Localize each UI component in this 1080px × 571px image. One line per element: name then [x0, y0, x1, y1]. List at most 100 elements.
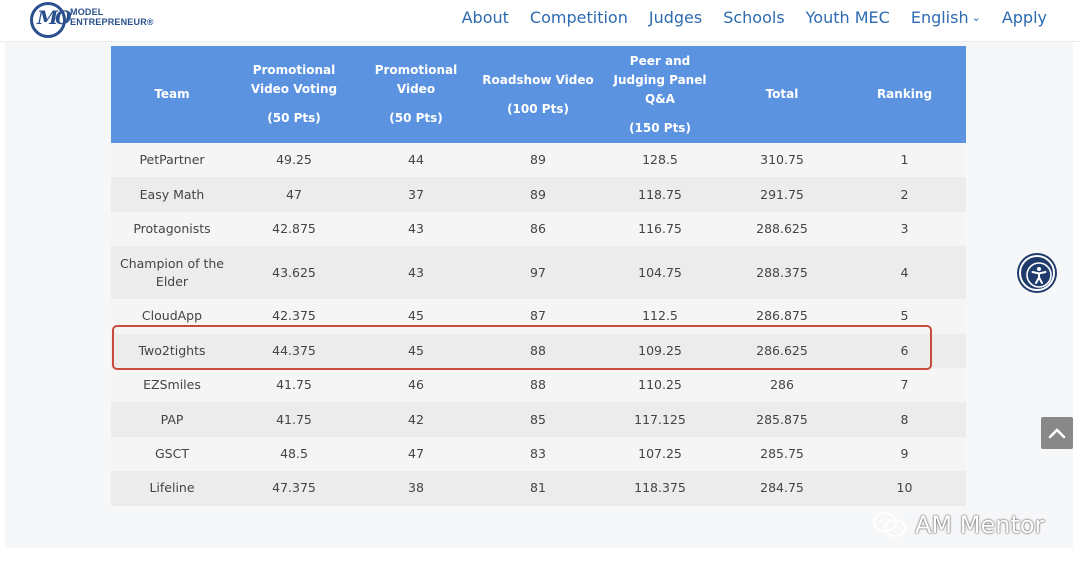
table-row: EZSmiles 41.75 46 88 110.25 286 7: [111, 367, 966, 403]
header-promo-video: Promotional Video (50 Pts): [374, 63, 458, 125]
score-cell: 41.75: [276, 411, 312, 427]
score-cell: 7: [900, 377, 909, 393]
score-cell: 117.125: [634, 411, 686, 427]
header-qa: Peer and Judging Panel Q&A (150 Pts): [613, 53, 707, 135]
logo[interactable]: MO MODEL ENTREPRENEUR®: [30, 1, 200, 39]
score-cell: 47: [286, 186, 302, 202]
score-cell: 87: [530, 308, 546, 324]
score-cell: 41.75: [276, 377, 312, 393]
score-cell: 42.375: [272, 308, 316, 324]
score-cell: 285.75: [760, 445, 804, 461]
score-cell: 48.5: [280, 445, 308, 461]
score-cell: 45: [408, 342, 424, 358]
header-total: Total: [765, 87, 799, 101]
results-table-wrapper: Team Promotional Video Voting (50 Pts) Pr…: [111, 46, 966, 506]
nav-about[interactable]: About: [461, 8, 509, 27]
team-cell: CloudApp: [141, 308, 203, 324]
score-cell: 46: [408, 377, 424, 393]
header-ranking: Ranking: [876, 87, 933, 101]
score-cell: 44.375: [272, 342, 316, 358]
table-row: PAP 41.75 42 85 117.125 285.875 8: [111, 402, 966, 437]
nav-apply[interactable]: Apply: [1001, 8, 1047, 27]
score-cell: 109.25: [638, 342, 682, 358]
chevron-up-icon: [1048, 428, 1066, 439]
score-cell: 42: [408, 411, 424, 427]
language-label: English: [910, 8, 969, 27]
team-cell: Champion of the Elder: [120, 255, 224, 289]
page-bottom: [0, 548, 1080, 571]
nav-judges[interactable]: Judges: [648, 8, 703, 27]
score-cell: 286: [770, 377, 794, 393]
score-cell: 118.375: [634, 480, 686, 496]
score-cell: 285.875: [756, 411, 808, 427]
score-cell: 83: [530, 445, 546, 461]
score-cell: 116.75: [638, 220, 682, 236]
score-cell: 9: [900, 445, 909, 461]
nav-youth-mec[interactable]: Youth MEC: [805, 8, 890, 27]
score-cell: 37: [408, 186, 424, 202]
team-cell: Protagonists: [133, 220, 211, 236]
team-cell: EZSmiles: [143, 377, 201, 393]
score-cell: 4: [900, 264, 909, 280]
score-cell: 86: [530, 220, 546, 236]
score-cell: 42.875: [272, 220, 316, 236]
table-row: Champion of the Elder 43.625 43 97 104.75 288…: [111, 246, 966, 300]
score-cell: 81: [530, 480, 546, 496]
score-cell: 43.625: [272, 264, 316, 280]
score-cell: 118.75: [638, 186, 682, 202]
accessibility-button[interactable]: [1019, 255, 1055, 291]
table-row: Easy Math 47 37 89 118.75 291.75 2: [111, 177, 966, 212]
score-cell: 47: [408, 445, 424, 461]
watermark-text: AM Mentor: [915, 511, 1045, 539]
table-row: CloudApp 42.375 45 87 112.5 286.875 5: [111, 299, 966, 334]
score-cell: 8: [900, 411, 909, 427]
score-cell: 107.25: [638, 445, 682, 461]
results-table: Team Promotional Video Voting (50 Pts) Pr…: [111, 46, 966, 506]
logo-wordmark: MODEL ENTREPRENEUR®: [70, 7, 154, 27]
score-cell: 6: [900, 342, 909, 358]
score-cell: 38: [408, 480, 424, 496]
score-cell: 10: [896, 480, 913, 496]
score-cell: 5: [900, 308, 909, 324]
wechat-icon: [873, 512, 906, 537]
score-cell: 47.375: [272, 480, 316, 496]
score-cell: 89: [530, 186, 546, 202]
score-cell: 288.375: [756, 264, 808, 280]
score-cell: 288.625: [756, 220, 808, 236]
table-body: PetPartner 49.25 44 89 128.5 310.75 1 Easy Math…: [111, 143, 966, 506]
team-cell: Lifeline: [149, 480, 195, 496]
scroll-to-top-button[interactable]: [1041, 417, 1073, 449]
table-row: Protagonists 42.875 43 86 116.75 288.625 3: [111, 211, 966, 247]
score-cell: 43: [408, 220, 424, 236]
score-cell: 88: [530, 377, 546, 393]
score-cell: 112.5: [642, 308, 678, 324]
highlight-box: [112, 325, 932, 370]
main-nav: About Competition Judges Schools Youth M…: [462, 8, 1047, 27]
score-cell: 284.75: [760, 480, 804, 496]
nav-competition[interactable]: Competition: [529, 8, 628, 27]
nav-schools[interactable]: Schools: [723, 8, 785, 27]
content-panel: Team Promotional Video Voting (50 Pts) Pr…: [5, 42, 1073, 548]
score-cell: 89: [530, 152, 546, 168]
score-cell: 2: [900, 186, 909, 202]
score-cell: 128.5: [642, 152, 678, 168]
language-selector[interactable]: English ⌄: [911, 8, 981, 27]
table-row: Two2tights 44.375 45 88 109.25 286.625 6: [111, 333, 966, 368]
score-cell: 286.625: [756, 342, 808, 358]
table-header-row: Team Promotional Video Voting (50 Pts) Pr…: [111, 46, 966, 143]
score-cell: 45: [408, 308, 424, 324]
accessibility-icon: [1026, 262, 1052, 288]
score-cell: 286.875: [756, 308, 808, 324]
score-cell: 43: [408, 264, 424, 280]
site-header: MO MODEL ENTREPRENEUR® About Competition…: [0, 0, 1080, 42]
team-cell: PAP: [160, 411, 184, 427]
team-cell: Two2tights: [138, 342, 206, 358]
score-cell: 291.75: [760, 186, 804, 202]
team-cell: PetPartner: [139, 152, 205, 168]
table-row: Lifeline 47.375 38 81 118.375 284.75 10: [111, 471, 966, 506]
team-cell: Easy Math: [139, 186, 205, 202]
score-cell: 310.75: [760, 152, 804, 168]
header-roadshow: Roadshow Video (100 Pts): [482, 72, 594, 116]
score-cell: 85: [530, 411, 546, 427]
score-cell: 104.75: [638, 264, 682, 280]
